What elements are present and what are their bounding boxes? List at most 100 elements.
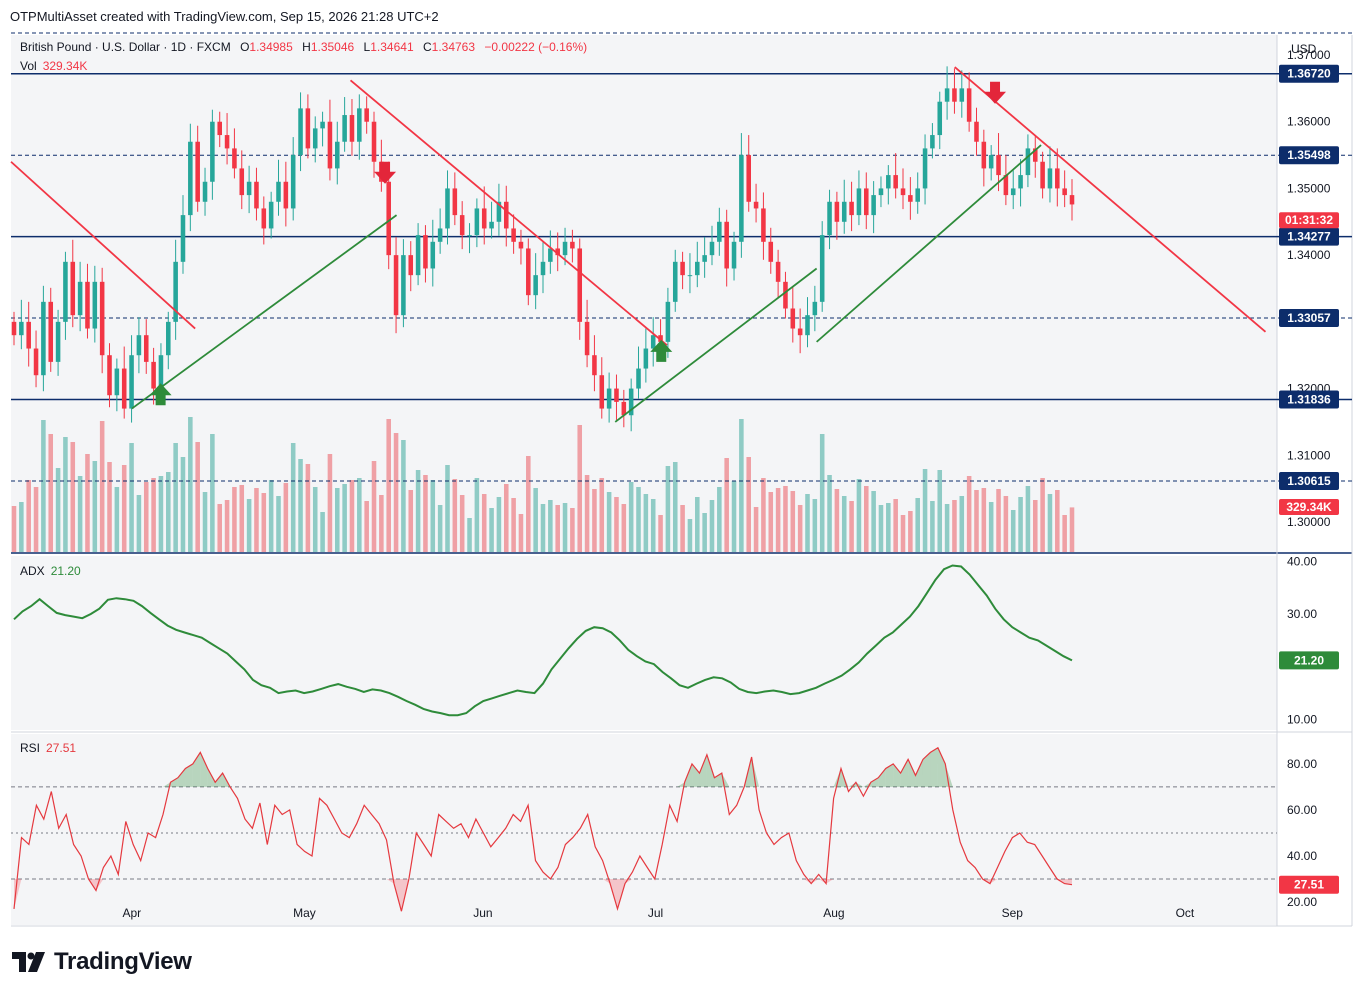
volume-bar — [1025, 486, 1031, 552]
rsi-line — [13, 746, 1073, 912]
volume-bar — [401, 440, 406, 552]
candle-body — [753, 201, 759, 209]
time-axis: Apr May Jun Jul Aug Sep Oct — [123, 906, 1195, 920]
volume-bar — [503, 484, 509, 552]
candle-body — [312, 128, 318, 149]
candle-body — [489, 221, 494, 229]
volume-bar — [952, 500, 957, 552]
ohlc-legend: British Pound · U.S. Dollar · 1D · FXCM … — [20, 40, 587, 54]
brand-name: TradingView — [54, 948, 192, 975]
volume-bar — [628, 482, 634, 552]
rsi-overbought-fill — [922, 752, 931, 787]
level-tag-5-bg — [1279, 471, 1339, 490]
time-tick-label: Jun — [473, 906, 492, 920]
candle-body — [790, 308, 796, 329]
volume-bar — [312, 487, 318, 552]
volume-bar — [26, 480, 31, 552]
volume-bar — [592, 489, 597, 552]
volume-bar — [173, 443, 178, 552]
candle-body — [841, 201, 847, 222]
volume-bar — [357, 478, 362, 552]
candle-body — [408, 255, 414, 276]
candle-body — [430, 241, 436, 269]
adx-line — [13, 564, 1073, 717]
level-tag-4: 1.31836 — [1287, 393, 1331, 407]
candle-body — [224, 135, 230, 149]
level-tag-2: 1.34277 — [1287, 230, 1331, 244]
volume-bar — [121, 465, 127, 552]
adx-legend: ADX 21.20 — [20, 564, 81, 578]
level-tag-4-bg — [1279, 390, 1339, 409]
volume-tag-bg — [1279, 499, 1339, 515]
rsi-tag-bg — [1279, 875, 1339, 894]
candle-body — [827, 201, 832, 236]
volume-bar — [232, 487, 237, 552]
trendline-green-3 — [614, 267, 818, 423]
volume-bar — [908, 511, 913, 552]
close-value: 1.34763 — [431, 40, 476, 54]
candle-body — [548, 248, 553, 262]
symbol-title: British Pound · U.S. Dollar · 1D · FXCM — [20, 40, 231, 54]
volume-bar — [511, 498, 516, 552]
sell-arrow-icon — [984, 81, 1007, 104]
volume-bar — [996, 489, 1001, 552]
adx-tag: 21.20 — [1294, 653, 1324, 667]
candle-body — [63, 261, 68, 322]
rsi-overbought-fill — [200, 752, 208, 787]
volume-bar — [606, 492, 612, 552]
volume-bar — [158, 476, 164, 552]
volume-bar — [746, 457, 751, 552]
volume-bar — [11, 506, 17, 552]
candle-body — [217, 121, 222, 136]
candle-body — [55, 321, 61, 362]
candle-body — [834, 201, 840, 222]
rsi-oversold-fill — [803, 878, 812, 884]
candle-body — [746, 155, 751, 202]
candle-body — [628, 388, 634, 416]
candle-body — [966, 88, 972, 122]
volume-bar — [533, 488, 538, 552]
price-tick-label: 1.30000 — [1287, 515, 1331, 529]
level-tag-0: 1.36720 — [1287, 67, 1331, 81]
rsi-overbought-fill — [185, 763, 193, 787]
rsi-oversold-fill — [386, 878, 394, 884]
volume-bar — [1062, 515, 1067, 552]
open-value: 1.34985 — [249, 40, 293, 54]
volume-bar — [614, 497, 619, 552]
volume-bar — [129, 443, 134, 552]
rsi-overbought-fill — [908, 759, 916, 787]
volume-bar — [570, 508, 575, 552]
rsi-tick-label: 40.00 — [1287, 849, 1317, 863]
volume-bar — [48, 434, 54, 552]
volume-bar — [283, 483, 289, 552]
candle-body — [290, 155, 296, 209]
trendlines — [10, 66, 1267, 423]
candle-body — [893, 175, 898, 189]
volume-bar — [92, 461, 98, 552]
volume-bar — [415, 470, 421, 552]
low-value: 1.34641 — [370, 40, 414, 54]
candle-body — [856, 188, 862, 216]
volume-legend: Vol 329.34K — [20, 59, 87, 73]
volume-bar — [915, 498, 920, 552]
volume-bar — [717, 487, 722, 552]
low-label: L — [363, 40, 371, 54]
countdown-tag-bg — [1279, 212, 1339, 229]
volume-bar — [731, 481, 737, 552]
rsi-tick-label: 20.00 — [1287, 895, 1317, 909]
trendline-green-4 — [816, 144, 1042, 343]
rsi-oversold-fill — [95, 878, 104, 891]
candle-body — [342, 115, 347, 142]
volume-bar — [893, 499, 898, 552]
rsi-overbought-fill — [848, 782, 856, 787]
candle-body — [268, 201, 274, 229]
candle-body — [11, 321, 17, 336]
candle-body — [761, 208, 766, 242]
candle-body — [739, 155, 744, 242]
volume-bar — [797, 505, 803, 552]
volume-bar — [393, 433, 399, 552]
candle-body — [261, 208, 267, 229]
volume-bar — [526, 456, 531, 552]
level-tag-0-bg — [1279, 64, 1339, 83]
